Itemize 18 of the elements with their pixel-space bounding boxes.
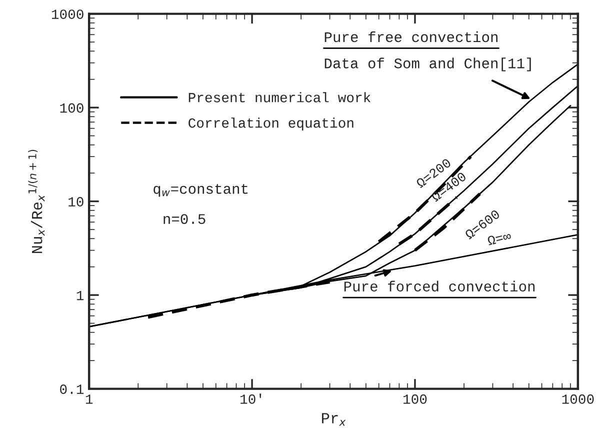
legend-label: Correlation equation <box>188 118 354 131</box>
y-tick-label: 100 <box>60 103 84 113</box>
y-tick-label: 1 <box>76 290 84 300</box>
y-tick-label: 10 <box>68 197 84 206</box>
legend-label: Present numerical work <box>188 92 370 102</box>
annotation: Data of Som and Chen[11] <box>324 58 531 72</box>
x-tick-label: 1 <box>86 394 93 404</box>
annotation: Pure forced convection <box>344 280 535 292</box>
annotation: Pure free convection <box>324 31 498 42</box>
annotation: n=0.5 <box>164 214 206 224</box>
y-tick-label: 1000 <box>52 10 84 19</box>
x-tick-label: 10' <box>240 394 262 404</box>
x-axis-title: Pr$_{x}$ <box>322 413 346 426</box>
x-tick-label: 100 <box>403 394 427 404</box>
annotation: q$_{w}$=constant <box>154 184 248 197</box>
y-tick-label: 0.1 <box>60 384 84 394</box>
x-tick-label: 1000 <box>562 394 594 404</box>
y-axis-title: Nu$_{x}$/Re$_{x}$$^{1/(n+1)}$ <box>28 150 45 253</box>
